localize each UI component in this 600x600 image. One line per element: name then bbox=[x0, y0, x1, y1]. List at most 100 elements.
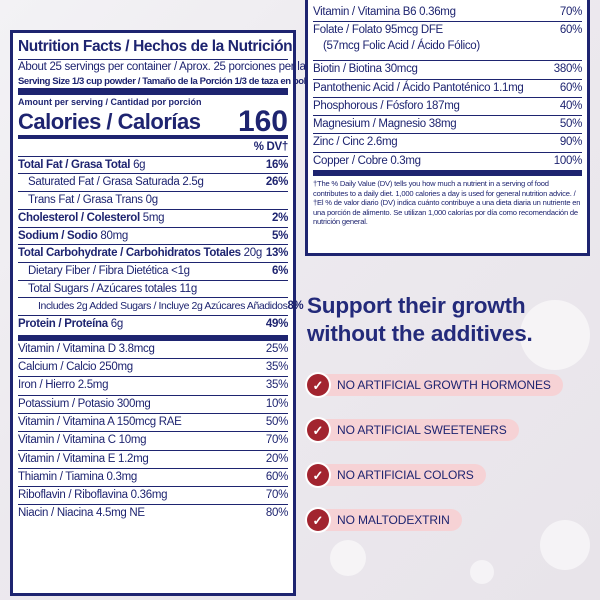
vitamin-dv: 90% bbox=[559, 136, 582, 149]
background-bubble bbox=[470, 560, 494, 584]
vitamin-row: Thiamin / Tiamina 0.3mg 60% bbox=[18, 467, 288, 486]
background-bubble bbox=[330, 540, 366, 576]
vitamin-row: Zinc / Cinc 2.6mg 90% bbox=[313, 133, 582, 151]
vitamin-name: Copper / Cobre 0.3mg bbox=[313, 154, 421, 167]
vitamin-list-continued: Vitamin / Vitamina B6 0.36mg 70% Folate /… bbox=[313, 4, 582, 170]
nutrient-amount: <1g bbox=[171, 264, 190, 277]
nutrient-row: Total Sugars / Azúcares totales 11g bbox=[18, 279, 288, 298]
vitamin-dv: 60% bbox=[559, 24, 582, 37]
vitamin-name: Thiamin / Tiamina 0.3mg bbox=[18, 470, 138, 483]
vitamin-name: Pantothenic Acid / Ácido Pantoténico 1.1… bbox=[313, 81, 524, 94]
amount-per-serving: Amount per serving / Cantidad por porció… bbox=[18, 97, 202, 107]
nutrient-row: Dietary Fiber / Fibra Dietética <1g 6% bbox=[18, 261, 288, 280]
vitamin-row: Calcium / Calcio 250mg 35% bbox=[18, 358, 288, 376]
nutrient-dv: 13% bbox=[265, 247, 288, 260]
claim-badge: ✓ NO ARTIFICIAL SWEETENERS bbox=[307, 417, 519, 443]
nutrient-name: Total Sugars / Azúcares totales bbox=[28, 282, 177, 295]
daily-value-footnote: †The % Daily Value (DV) tells you how mu… bbox=[313, 170, 582, 227]
headline-line-1: Support their growth bbox=[307, 293, 526, 318]
vitamin-row: Biotin / Biotina 30mcg 380% bbox=[313, 60, 582, 78]
vitamin-name: Calcium / Calcio 250mg bbox=[18, 361, 133, 374]
dv-header-row: % DV† bbox=[18, 139, 289, 156]
vitamin-row: Vitamin / Vitamina C 10mg 70% bbox=[18, 431, 288, 449]
check-circle-icon: ✓ bbox=[307, 509, 329, 531]
vitamin-name: Potassium / Potasio 300mg bbox=[18, 397, 151, 410]
vitamin-dv: 70% bbox=[559, 6, 582, 18]
vitamin-dv: 100% bbox=[553, 154, 583, 167]
nutrient-row: Trans Fat / Grasa Trans 0g bbox=[18, 191, 288, 209]
nutrient-amount: 6g bbox=[110, 318, 124, 331]
nutrient-amount: 11g bbox=[179, 282, 198, 295]
vitamin-dv: 70% bbox=[265, 434, 288, 447]
vitamin-name: Magnesium / Magnesio 38mg bbox=[313, 118, 457, 131]
calories-row: Calories / Calorías 160 bbox=[18, 105, 288, 139]
check-circle-icon: ✓ bbox=[307, 464, 329, 486]
nutrient-row: Sodium / Sodio 80mg 5% bbox=[18, 226, 288, 245]
vitamin-row: Vitamin / Vitamina E 1.2mg 20% bbox=[18, 449, 288, 468]
vitamin-name: Vitamin / Vitamina C 10mg bbox=[18, 434, 147, 447]
vitamin-dv: 50% bbox=[559, 118, 582, 131]
servings-per-container: About 25 servings per container / Aprox.… bbox=[18, 61, 315, 73]
vitamin-row: Niacin / Niacina 4.5mg NE 80% bbox=[18, 504, 288, 522]
vitamin-list: Vitamin / Vitamina D 3.8mcg 25% Calcium /… bbox=[18, 334, 288, 523]
vitamin-dv: 380% bbox=[553, 63, 583, 76]
nutrient-name: Total Carbohydrate / Carbohidratos Total… bbox=[18, 247, 241, 260]
vitamin-dv: 40% bbox=[559, 99, 582, 112]
nutrient-row: Saturated Fat / Grasa Saturada 2.5g 26% bbox=[18, 173, 288, 191]
vitamin-row: Magnesium / Magnesio 38mg 50% bbox=[313, 115, 582, 133]
nutrient-dv: 49% bbox=[265, 318, 288, 331]
nutrient-dv: 5% bbox=[271, 229, 288, 242]
vitamin-dv: 20% bbox=[265, 452, 288, 465]
marketing-headline: Support their growth without the additiv… bbox=[307, 292, 533, 348]
vitamin-dv: 60% bbox=[559, 81, 582, 94]
vitamin-name: Vitamin / Vitamina B6 0.36mg bbox=[313, 6, 456, 18]
nutrient-amount: 0g bbox=[145, 194, 159, 207]
check-circle-icon: ✓ bbox=[307, 419, 329, 441]
headline-line-2: without the additives. bbox=[307, 321, 533, 346]
vitamin-name: Riboflavin / Riboflavina 0.36mg bbox=[18, 489, 168, 502]
nutrient-amount: 2.5g bbox=[182, 176, 204, 189]
nutrient-row: Includes 2g Added Sugars / Incluye 2g Az… bbox=[18, 297, 304, 315]
nutrient-name: Saturated Fat / Grasa Saturada bbox=[28, 176, 180, 189]
nutrient-name: Protein / Proteína bbox=[18, 318, 108, 331]
vitamin-dv: 70% bbox=[265, 489, 288, 502]
nutrient-dv: 2% bbox=[271, 211, 288, 224]
claim-badge: ✓ NO MALTODEXTRIN bbox=[307, 507, 462, 533]
nutrient-amount: 80mg bbox=[100, 229, 128, 242]
nutrient-name: Dietary Fiber / Fibra Dietética bbox=[28, 264, 169, 277]
vitamin-dv: 10% bbox=[265, 397, 288, 410]
claim-badge: ✓ NO ARTIFICIAL GROWTH HORMONES bbox=[307, 372, 563, 398]
vitamin-name: Vitamin / Vitamina D 3.8mcg bbox=[18, 342, 155, 355]
vitamin-row: Vitamin / Vitamina D 3.8mcg 25% bbox=[18, 341, 288, 358]
vitamin-dv: 60% bbox=[265, 470, 288, 483]
nutrient-row: Cholesterol / Colesterol 5mg 2% bbox=[18, 208, 288, 227]
vitamin-name: Zinc / Cinc 2.6mg bbox=[313, 136, 398, 149]
claim-text: NO ARTIFICIAL COLORS bbox=[318, 464, 486, 486]
nutrient-name: Cholesterol / Colesterol bbox=[18, 211, 140, 224]
vitamin-name-detail: (57mcg Folic Acid / Ácido Fólico) bbox=[323, 40, 480, 53]
vitamin-row: Riboflavin / Riboflavina 0.36mg 70% bbox=[18, 486, 288, 504]
serving-size: Serving Size 1/3 cup powder / Tamaño de … bbox=[18, 75, 340, 95]
nutrient-name: Includes 2g Added Sugars / Incluye 2g Az… bbox=[38, 300, 288, 313]
vitamin-name: Biotin / Biotina 30mcg bbox=[313, 63, 418, 76]
background-bubble bbox=[520, 300, 590, 370]
nutrient-dv: 26% bbox=[265, 176, 288, 189]
claim-text: NO ARTIFICIAL SWEETENERS bbox=[318, 419, 519, 441]
claim-text: NO ARTIFICIAL GROWTH HORMONES bbox=[318, 374, 563, 396]
nutrition-facts-title: Nutrition Facts / Hechos de la Nutrición bbox=[18, 37, 293, 60]
vitamin-row: Folate / Folato 95mcg DFE (57mcg Folic Ac… bbox=[313, 21, 582, 54]
check-circle-icon: ✓ bbox=[307, 374, 329, 396]
vitamin-row: Iron / Hierro 2.5mg 35% bbox=[18, 376, 288, 394]
nutrition-facts-panel: Nutrition Facts / Hechos de la Nutrición… bbox=[10, 30, 340, 596]
vitamin-row: Vitamin / Vitamina B6 0.36mg 70% bbox=[313, 4, 582, 21]
calories-value: 160 bbox=[237, 105, 288, 138]
nutrient-row: Total Fat / Grasa Total 6g 16% bbox=[18, 155, 288, 174]
nutrition-facts-continued-panel: Vitamin / Vitamina B6 0.36mg 70% Folate /… bbox=[305, 0, 590, 256]
vitamin-row: Pantothenic Acid / Ácido Pantoténico 1.1… bbox=[313, 78, 582, 97]
vitamin-dv: 35% bbox=[265, 379, 288, 392]
vitamin-name: Iron / Hierro 2.5mg bbox=[18, 379, 109, 392]
nutrient-dv: 8% bbox=[287, 300, 304, 313]
vitamin-row: Vitamin / Vitamina A 150mcg RAE 50% bbox=[18, 412, 288, 431]
vitamin-row: Copper / Cobre 0.3mg 100% bbox=[313, 151, 583, 170]
vitamin-name: Niacin / Niacina 4.5mg NE bbox=[18, 507, 145, 520]
